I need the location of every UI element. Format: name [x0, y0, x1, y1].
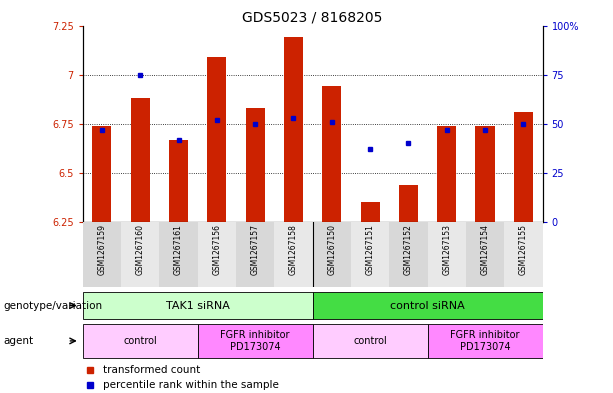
Bar — [313, 222, 351, 287]
Bar — [207, 57, 226, 222]
Bar — [437, 126, 456, 222]
Bar — [197, 324, 313, 358]
Bar — [351, 222, 389, 287]
Text: GSM1267153: GSM1267153 — [442, 224, 451, 275]
Bar — [389, 222, 428, 287]
Text: agent: agent — [3, 336, 33, 346]
Text: FGFR inhibitor
PD173074: FGFR inhibitor PD173074 — [221, 330, 290, 352]
Text: GSM1267155: GSM1267155 — [519, 224, 528, 275]
Bar — [83, 222, 121, 287]
Bar — [428, 324, 543, 358]
Bar — [476, 126, 495, 222]
Bar — [83, 324, 197, 358]
Bar — [197, 222, 236, 287]
Bar — [121, 222, 159, 287]
Text: GSM1267160: GSM1267160 — [135, 224, 145, 275]
Bar — [284, 37, 303, 222]
Bar — [236, 222, 275, 287]
Bar — [131, 98, 150, 222]
Bar — [313, 324, 428, 358]
Bar — [246, 108, 265, 222]
Text: genotype/variation: genotype/variation — [3, 301, 102, 310]
Text: control: control — [353, 336, 387, 346]
Text: GSM1267150: GSM1267150 — [327, 224, 337, 275]
Text: GSM1267158: GSM1267158 — [289, 224, 298, 275]
Bar — [514, 112, 533, 222]
Text: GSM1267156: GSM1267156 — [212, 224, 221, 275]
Text: control: control — [123, 336, 157, 346]
Text: GSM1267157: GSM1267157 — [251, 224, 260, 275]
Bar — [169, 140, 188, 222]
Bar — [428, 222, 466, 287]
Title: GDS5023 / 8168205: GDS5023 / 8168205 — [243, 10, 383, 24]
Bar — [83, 292, 313, 319]
Bar — [504, 222, 543, 287]
Text: TAK1 siRNA: TAK1 siRNA — [166, 301, 230, 310]
Bar — [399, 185, 418, 222]
Bar — [322, 86, 341, 222]
Text: control siRNA: control siRNA — [390, 301, 465, 310]
Text: GSM1267161: GSM1267161 — [174, 224, 183, 275]
Text: transformed count: transformed count — [104, 365, 200, 375]
Bar — [159, 222, 197, 287]
Bar — [313, 292, 543, 319]
Bar — [93, 126, 112, 222]
Text: percentile rank within the sample: percentile rank within the sample — [104, 380, 280, 389]
Text: GSM1267151: GSM1267151 — [365, 224, 375, 275]
Text: GSM1267154: GSM1267154 — [481, 224, 490, 275]
Text: GSM1267152: GSM1267152 — [404, 224, 413, 275]
Text: GSM1267159: GSM1267159 — [97, 224, 107, 275]
Text: FGFR inhibitor
PD173074: FGFR inhibitor PD173074 — [451, 330, 520, 352]
Bar — [360, 202, 379, 222]
Bar — [275, 222, 313, 287]
Bar — [466, 222, 504, 287]
